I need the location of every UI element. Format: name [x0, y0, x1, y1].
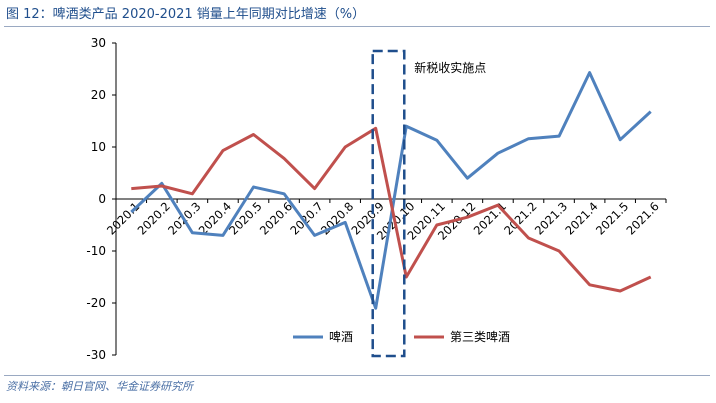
y-tick-label: 10	[91, 140, 106, 154]
source-divider	[4, 375, 710, 376]
series-line-1	[130, 71, 652, 310]
line-chart: 3020100-10-20-302020.12020.22020.32020.4…	[86, 36, 667, 362]
y-tick-label: 0	[98, 192, 106, 206]
x-tick-label: 2021.1	[471, 199, 509, 237]
x-tick-label: 2021.6	[623, 199, 661, 237]
y-tick-label: 30	[91, 36, 106, 50]
x-tick-label: 2021.4	[562, 199, 600, 237]
legend: 啤酒 第三类啤酒	[293, 329, 510, 344]
x-tick-label: 2021.2	[501, 199, 539, 237]
series-layer	[130, 71, 652, 310]
x-tick-label: 2020.6	[257, 199, 295, 237]
figure-title: 图 12：啤酒类产品 2020-2021 销量上年同期对比增速（%）	[6, 7, 366, 22]
x-tick-label: 2020.4	[196, 199, 234, 237]
series-line-2	[131, 126, 652, 293]
axes: 3020100-10-20-302020.12020.22020.32020.4…	[86, 36, 667, 362]
annotation-label: 新税收实施点	[414, 60, 486, 75]
x-tick-label: 2021.5	[593, 199, 631, 237]
y-tick-label: -20	[86, 296, 106, 310]
y-tick-label: -30	[86, 348, 106, 362]
legend-label-1: 啤酒	[329, 329, 353, 344]
annotation-layer: 新税收实施点	[371, 49, 486, 358]
y-tick-label: -10	[86, 244, 106, 258]
legend-label-2: 第三类啤酒	[450, 329, 510, 344]
title-divider	[4, 26, 710, 27]
x-tick-label: 2021.3	[532, 199, 570, 237]
y-tick-label: 20	[91, 88, 106, 102]
source-note: 资料来源：朝日官网、华金证券研究所	[6, 380, 193, 393]
new-tax-period-box	[371, 49, 406, 358]
